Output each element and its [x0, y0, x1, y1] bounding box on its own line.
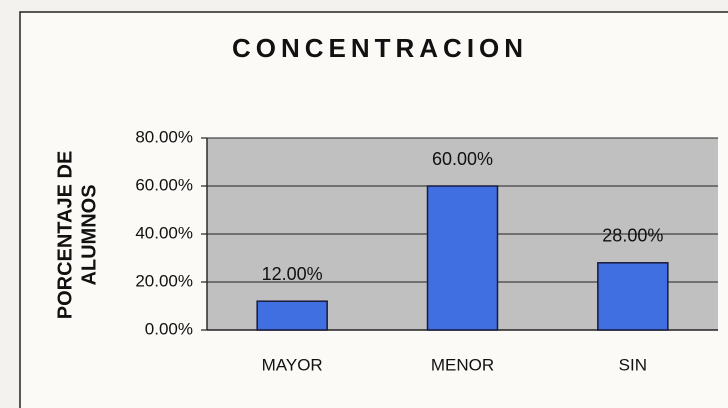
bar	[256, 300, 328, 331]
y-tick-label: 20.00%	[135, 271, 193, 290]
x-tick-label: MENOR	[431, 355, 494, 374]
y-axis-label: ALUMNOS	[78, 184, 100, 285]
chart-title: CONCENTRACION	[232, 33, 528, 63]
y-tick-label: 0.00%	[145, 319, 193, 338]
y-tick-label: 60.00%	[135, 175, 193, 194]
y-tick-label: 40.00%	[135, 223, 193, 242]
y-axis-label-line: PORCENTAJE DE	[54, 151, 76, 320]
x-tick-label: SIN	[619, 355, 647, 374]
value-label: 60.00%	[432, 149, 493, 169]
value-label: 12.00%	[262, 264, 323, 284]
y-tick-label: 80.00%	[135, 127, 193, 146]
value-label: 28.00%	[602, 226, 663, 246]
x-tick-label: MAYOR	[262, 355, 323, 374]
bar	[597, 262, 669, 331]
bar	[426, 185, 499, 331]
y-axis-label: PORCENTAJE DE	[54, 151, 76, 320]
y-axis-label-line: ALUMNOS	[78, 184, 100, 285]
